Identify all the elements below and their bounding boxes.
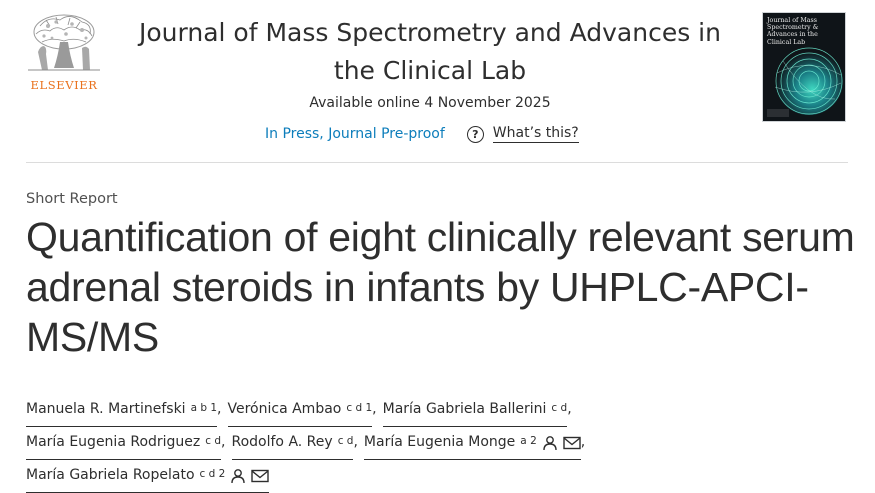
envelope-icon: [563, 436, 581, 450]
author-name: Rodolfo A. Rey: [231, 434, 333, 450]
question-circle-icon: ?: [466, 125, 484, 143]
author-list: Manuela R. Martinefski a b 1, Verónica Amb…: [26, 394, 856, 493]
journal-cover[interactable]: Journal of Mass Spectrometry & Advances …: [762, 12, 846, 122]
author-separator: ,: [217, 401, 222, 417]
publisher-name: ELSEVIER: [30, 78, 98, 92]
cover-art: [763, 13, 845, 121]
whats-this-label: What’s this?: [492, 125, 579, 143]
author-separator: ,: [580, 434, 586, 450]
author-separator: ,: [353, 434, 358, 450]
whats-this-button[interactable]: ? What’s this?: [466, 125, 579, 143]
author-affiliation: c d: [551, 402, 568, 414]
article-title: Quantification of eight clinically relev…: [26, 214, 855, 360]
author-name: María Gabriela Ropelato: [26, 467, 195, 483]
article-type: Short Report: [26, 191, 118, 207]
author-name: Verónica Ambao: [227, 401, 342, 417]
person-icon: [230, 468, 246, 484]
author-link[interactable]: María Eugenia Monge a 2: [363, 427, 581, 460]
person-icon: [542, 435, 558, 451]
publisher-logo[interactable]: ELSEVIER: [26, 12, 102, 96]
in-press-link[interactable]: In Press, Journal Pre-proof: [265, 126, 445, 142]
author-name: María Gabriela Ballerini: [382, 401, 547, 417]
elsevier-tree-logo: [26, 12, 102, 76]
journal-title-line1: Journal of Mass Spectrometry and Advance…: [139, 18, 721, 47]
author-link[interactable]: María Eugenia Rodriguez c d: [26, 427, 222, 460]
envelope-icon: [251, 469, 270, 483]
author-affiliation: c d: [205, 435, 222, 447]
author-link[interactable]: María Gabriela Ballerini c d: [382, 394, 568, 427]
cover-title: Journal of Mass Spectrometry & Advances …: [767, 17, 819, 46]
author-affiliation: a b 1: [190, 402, 218, 414]
author-affiliation: c d: [337, 435, 354, 447]
author-separator: ,: [567, 401, 572, 417]
author-link[interactable]: María Gabriela Ropelato c d 2: [26, 460, 270, 493]
journal-title[interactable]: Journal of Mass Spectrometry and Advance…: [120, 14, 740, 90]
author-name: María Eugenia Rodriguez: [26, 434, 201, 450]
author-link[interactable]: Verónica Ambao c d 1: [227, 394, 373, 427]
article-status-row: In Press, Journal Pre-proof ? What’s thi…: [265, 123, 579, 145]
header-divider: [26, 162, 848, 163]
author-name: María Eugenia Monge: [363, 434, 516, 450]
author-separator: ,: [221, 434, 226, 450]
author-link[interactable]: Rodolfo A. Rey c d: [231, 427, 354, 460]
author-separator: ,: [372, 401, 377, 417]
author-link[interactable]: Manuela R. Martinefski a b 1: [26, 394, 218, 427]
journal-header: ELSEVIER Journal of Mass Spectrometry an…: [0, 0, 875, 163]
journal-title-line2: the Clinical Lab: [333, 56, 527, 85]
author-affiliation: c d 1: [346, 402, 373, 414]
author-affiliation: c d 2: [199, 468, 226, 480]
author-affiliation: a 2: [520, 435, 537, 447]
author-name: Manuela R. Martinefski: [26, 401, 186, 417]
availability-date: Available online 4 November 2025: [309, 95, 551, 111]
